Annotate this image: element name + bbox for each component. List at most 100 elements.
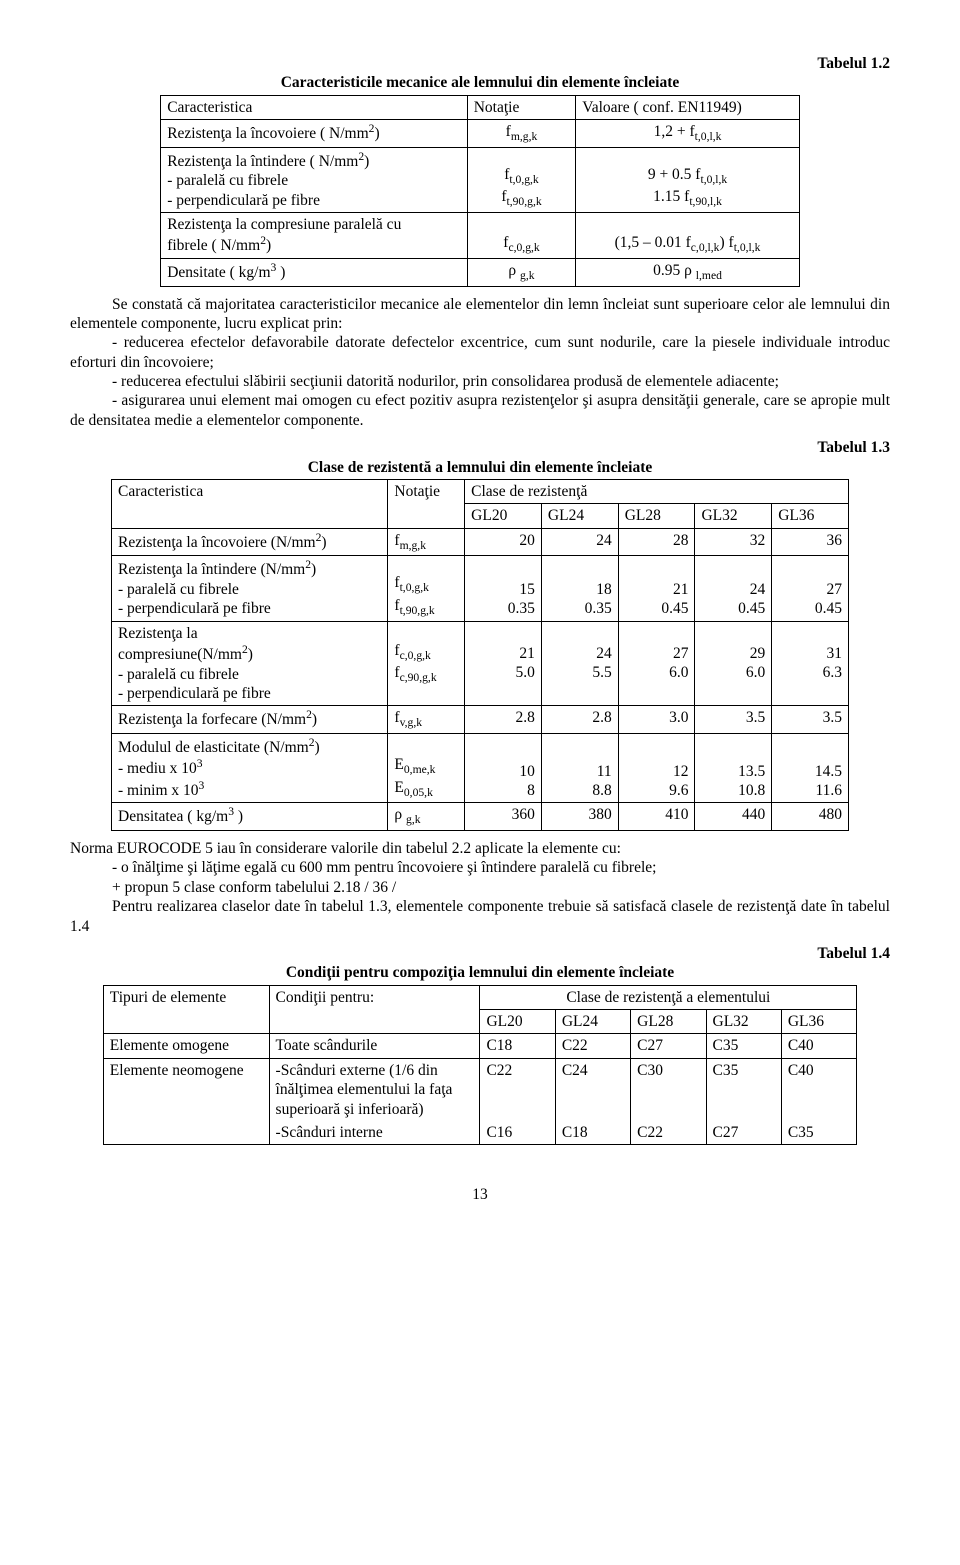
cell: Clase de rezistenţă	[465, 479, 849, 503]
table-1-2-label: Tabelul 1.2	[70, 54, 890, 73]
table-1-2: Caracteristica Notaţie Valoare ( conf. E…	[160, 95, 800, 287]
cell: 3.5	[772, 706, 849, 734]
cell: 129.6	[618, 733, 695, 803]
cell: 2.8	[541, 706, 618, 734]
cell: GL32	[706, 1010, 781, 1034]
cell: Rezistenţa la întindere ( N/mm2) - paral…	[161, 147, 468, 212]
cell: C18	[555, 1121, 630, 1145]
cell: Modulul de elasticitate (N/mm2) - mediu …	[112, 733, 388, 803]
cell: 32	[695, 528, 772, 556]
cell: 480	[772, 803, 849, 831]
cell: 440	[695, 803, 772, 831]
cell: 296.0	[695, 621, 772, 706]
cell: 360	[465, 803, 542, 831]
cell: GL32	[695, 504, 772, 528]
cell: Rezistenţa la forfecare (N/mm2)	[112, 706, 388, 734]
cell: Caracteristica	[161, 95, 468, 119]
cell: fv,g,k	[388, 706, 465, 734]
cell: Rezistenţa la încovoiere ( N/mm2)	[161, 120, 468, 148]
cell: C22	[631, 1121, 706, 1145]
cell: -Scânduri externe (1/6 din înălţimea ele…	[269, 1058, 480, 1121]
cell: Rezistenţa la întindere (N/mm2) - parale…	[112, 556, 388, 621]
cell: 20	[465, 528, 542, 556]
cell: Toate scândurile	[269, 1034, 480, 1058]
cell: 240.45	[695, 556, 772, 621]
table-1-4-label: Tabelul 1.4	[70, 944, 890, 963]
cell: Elemente neomogene	[103, 1058, 269, 1145]
cell: C40	[781, 1058, 856, 1121]
cell: Clase de rezistenţă a elementului	[480, 985, 857, 1009]
table-1-4: Tipuri de elemente Condiţii pentru: Clas…	[103, 985, 857, 1146]
cell: C27	[706, 1121, 781, 1145]
table-1-3-label: Tabelul 1.3	[70, 438, 890, 457]
table-row: Rezistenţa la întindere ( N/mm2) - paral…	[161, 147, 800, 212]
cell: GL36	[781, 1010, 856, 1034]
cell: 215.0	[465, 621, 542, 706]
table-row: Tipuri de elemente Condiţii pentru: Clas…	[103, 985, 856, 1009]
table-row: Rezistenţa la încovoiere (N/mm2) fm,g,k …	[112, 528, 849, 556]
cell: 24	[541, 528, 618, 556]
cell: ρ g,k	[388, 803, 465, 831]
cell: E0,me,k E0,05,k	[388, 733, 465, 803]
table-1-4-title: Condiţii pentru compoziţia lemnului din …	[70, 963, 890, 982]
cell: C30	[631, 1058, 706, 1121]
cell: 108	[465, 733, 542, 803]
table-row: Modulul de elasticitate (N/mm2) - mediu …	[112, 733, 849, 803]
cell: Rezistenţa la compresiune paralelă cu fi…	[161, 213, 468, 259]
table-1-3: Caracteristica Notaţie Clase de rezisten…	[111, 479, 849, 831]
cell: C22	[555, 1034, 630, 1058]
cell: 118.8	[541, 733, 618, 803]
cell: C24	[555, 1058, 630, 1121]
cell: Densitate ( kg/m3 )	[161, 258, 468, 286]
table-row: Elemente omogene Toate scândurile C18 C2…	[103, 1034, 856, 1058]
cell: Notaţie	[388, 479, 465, 528]
cell: fc,0,g,k	[467, 213, 576, 259]
cell: GL20	[465, 504, 542, 528]
cell: Condiţii pentru:	[269, 985, 480, 1034]
table-row: Densitate ( kg/m3 ) ρ g,k 0.95 ρ l,med	[161, 258, 800, 286]
cell: -Scânduri interne	[269, 1121, 480, 1145]
cell: 1,2 + ft,0,l,k	[576, 120, 800, 148]
cell: 210.45	[618, 556, 695, 621]
table-1-2-title: Caracteristicile mecanice ale lemnului d…	[70, 73, 890, 92]
cell: C35	[706, 1058, 781, 1121]
cell: GL36	[772, 504, 849, 528]
cell: 2.8	[465, 706, 542, 734]
cell: Densitatea ( kg/m3 )	[112, 803, 388, 831]
paragraph-1: Se constată că majoritatea caracteristic…	[70, 295, 890, 431]
cell: 0.95 ρ l,med	[576, 258, 800, 286]
page-number: 13	[70, 1185, 890, 1204]
cell: 316.3	[772, 621, 849, 706]
cell: Caracteristica	[112, 479, 388, 528]
cell: GL28	[631, 1010, 706, 1034]
cell: 150.35	[465, 556, 542, 621]
table-row: Rezistenţa la compresiune(N/mm2) - paral…	[112, 621, 849, 706]
cell: Tipuri de elemente	[103, 985, 269, 1034]
cell: 9 + 0.5 ft,0,l,k 1.15 ft,90,l,k	[576, 147, 800, 212]
cell: Valoare ( conf. EN11949)	[576, 95, 800, 119]
paragraph-2: Norma EUROCODE 5 iau în considerare valo…	[70, 839, 890, 936]
cell: Rezistenţa la compresiune(N/mm2) - paral…	[112, 621, 388, 706]
cell: GL24	[541, 504, 618, 528]
cell: 14.511.6	[772, 733, 849, 803]
cell: fc,0,g,k fc,90,g,k	[388, 621, 465, 706]
cell: 28	[618, 528, 695, 556]
cell: C35	[781, 1121, 856, 1145]
cell: fm,g,k	[467, 120, 576, 148]
cell: 180.35	[541, 556, 618, 621]
cell: C27	[631, 1034, 706, 1058]
cell: 36	[772, 528, 849, 556]
cell: 245.5	[541, 621, 618, 706]
cell: 410	[618, 803, 695, 831]
cell: GL20	[480, 1010, 555, 1034]
cell: Rezistenţa la încovoiere (N/mm2)	[112, 528, 388, 556]
table-1-3-title: Clase de rezistentă a lemnului din eleme…	[70, 458, 890, 477]
cell: C18	[480, 1034, 555, 1058]
cell: ft,0,g,k ft,90,g,k	[388, 556, 465, 621]
cell: ρ g,k	[467, 258, 576, 286]
cell: C35	[706, 1034, 781, 1058]
cell: 3.0	[618, 706, 695, 734]
table-row: Rezistenţa la întindere (N/mm2) - parale…	[112, 556, 849, 621]
cell: C40	[781, 1034, 856, 1058]
cell: 13.510.8	[695, 733, 772, 803]
